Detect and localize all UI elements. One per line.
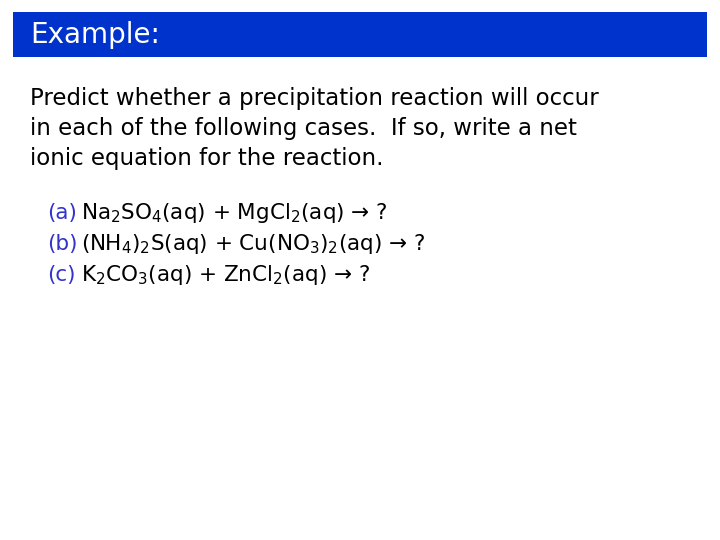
Text: Example:: Example: (30, 21, 160, 49)
Text: (NH$_4$)$_2$S(aq) + Cu(NO$_3$)$_2$(aq) → ?: (NH$_4$)$_2$S(aq) + Cu(NO$_3$)$_2$(aq) →… (81, 232, 426, 256)
Text: (b): (b) (47, 234, 77, 254)
Text: K$_2$CO$_3$(aq) + ZnCl$_2$(aq) → ?: K$_2$CO$_3$(aq) + ZnCl$_2$(aq) → ? (81, 263, 370, 287)
Text: Predict whether a precipitation reaction will occur: Predict whether a precipitation reaction… (30, 87, 599, 110)
Text: Na$_2$SO$_4$(aq) + MgCl$_2$(aq) → ?: Na$_2$SO$_4$(aq) + MgCl$_2$(aq) → ? (81, 201, 388, 225)
Bar (13, 12, 707, 57)
Text: in each of the following cases.  If so, write a net: in each of the following cases. If so, w… (30, 117, 577, 140)
Text: (a): (a) (47, 203, 76, 224)
Text: (c): (c) (47, 265, 76, 285)
Text: ionic equation for the reaction.: ionic equation for the reaction. (30, 147, 384, 170)
